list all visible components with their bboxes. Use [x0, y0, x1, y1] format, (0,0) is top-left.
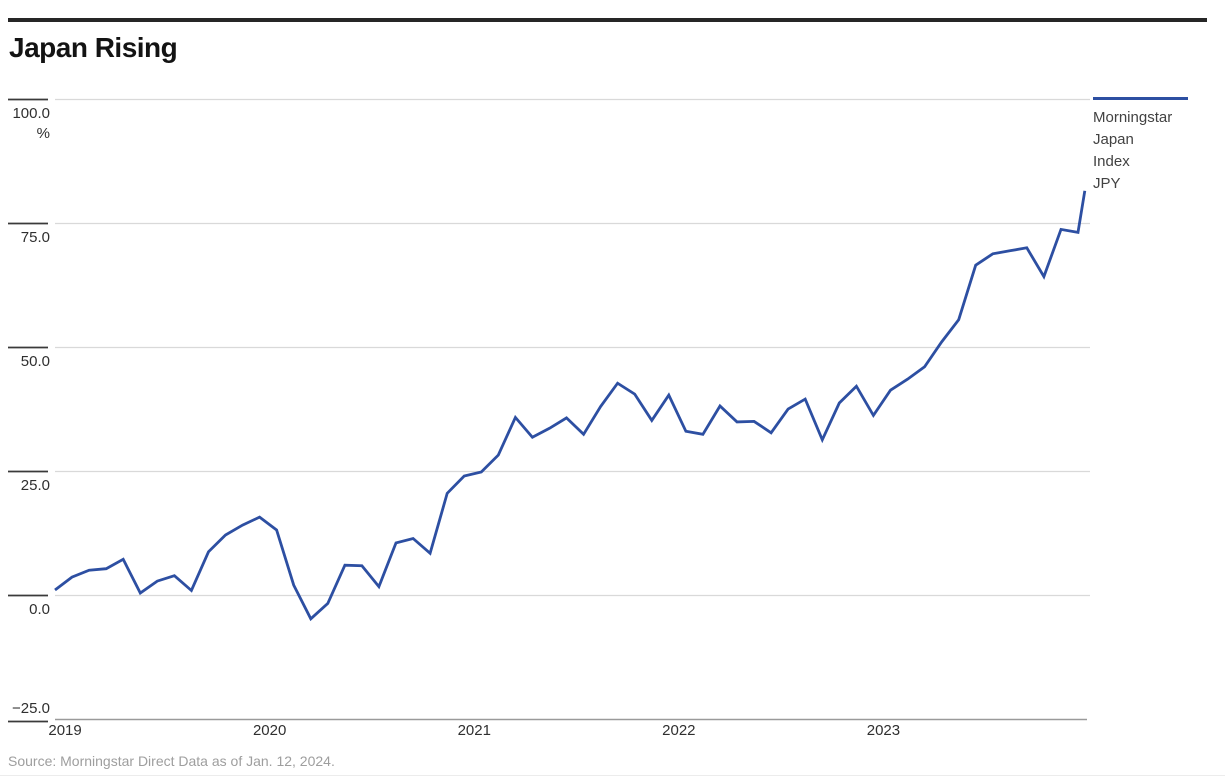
top-rule	[8, 18, 1207, 22]
y-axis-tick-label: 100.0%	[8, 104, 50, 144]
y-axis-tick-label: 75.0	[20, 228, 50, 246]
page-title: Japan Rising	[9, 32, 178, 63]
x-axis-tick-label: 2023	[866, 722, 901, 739]
y-axis-tick-label: 50.0	[20, 352, 50, 370]
y-axis-unit-label: %	[36, 124, 50, 142]
bottom-hairline	[0, 775, 1225, 776]
index-return-line	[54, 190, 1087, 622]
legend-label-line2: Japan	[1093, 131, 1134, 148]
y-axis-tick-label: 0.0	[29, 600, 50, 618]
x-axis-tick-label: 2020	[252, 722, 287, 739]
source-note: Source: Morningstar Direct Data as of Ja…	[8, 753, 335, 769]
legend-label-line1: Morningstar	[1093, 109, 1173, 126]
legend-label-line3: Index	[1093, 153, 1130, 170]
legend: Morningstar Japan Index JPY	[1093, 97, 1213, 195]
y-axis-tick-label: −25.0	[12, 699, 50, 717]
legend-label-line4: JPY	[1093, 175, 1121, 192]
x-axis-tick-label: 2022	[662, 722, 696, 739]
y-axis-tick-label: 25.0	[20, 476, 50, 494]
x-axis-tick-label: 2019	[48, 722, 82, 739]
x-axis-tick-label: 2021	[457, 722, 491, 739]
legend-line-swatch	[1093, 97, 1188, 100]
